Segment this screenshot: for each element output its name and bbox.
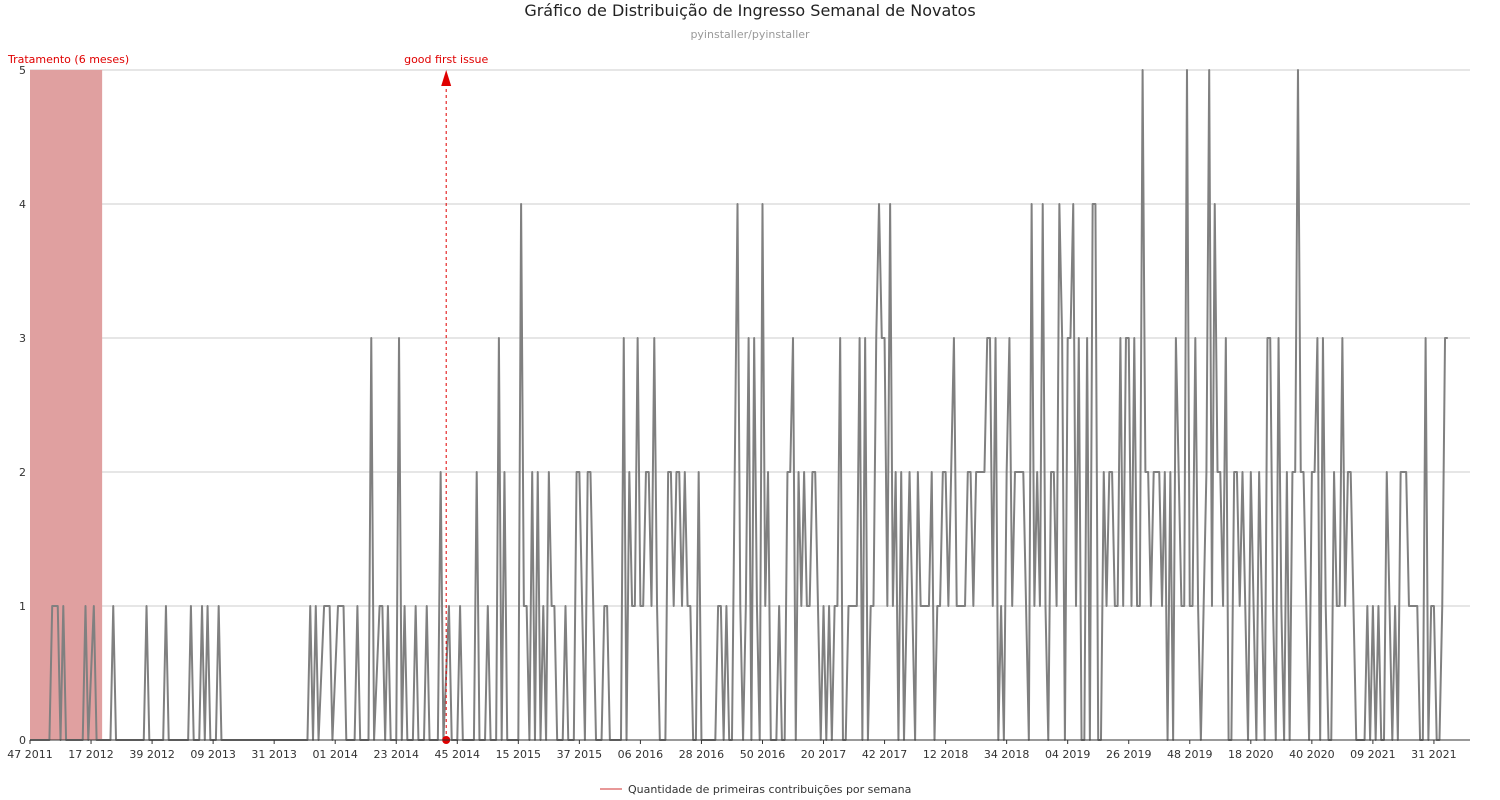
x-tick-label: 50 2016 xyxy=(740,748,786,761)
x-tick-label: 23 2014 xyxy=(373,748,419,761)
series-layer xyxy=(30,69,1448,741)
legend-label: Quantidade de primeiras contribuições po… xyxy=(628,783,911,796)
marker-arrowhead xyxy=(441,70,452,86)
x-tick-label: 18 2020 xyxy=(1228,748,1274,761)
x-tick-label: 20 2017 xyxy=(801,748,847,761)
y-tick-label: 1 xyxy=(19,600,26,613)
series-line xyxy=(30,69,1448,741)
x-tick-label: 40 2020 xyxy=(1289,748,1335,761)
x-tick-label: 15 2015 xyxy=(496,748,542,761)
x-tick-label: 42 2017 xyxy=(862,748,908,761)
chart-subtitle: pyinstaller/pyinstaller xyxy=(690,28,810,41)
x-tick-label: 26 2019 xyxy=(1106,748,1152,761)
legend[interactable]: Quantidade de primeiras contribuições po… xyxy=(600,783,911,796)
x-tick-label: 09 2013 xyxy=(190,748,236,761)
x-tick-label: 39 2012 xyxy=(129,748,175,761)
x-tick-label: 12 2018 xyxy=(923,748,969,761)
marker-label: good first issue xyxy=(404,53,488,66)
x-tick-label: 47 2011 xyxy=(7,748,53,761)
x-tick-label: 31 2013 xyxy=(251,748,297,761)
x-tick-label: 31 2021 xyxy=(1411,748,1457,761)
x-tick-label: 28 2016 xyxy=(679,748,725,761)
x-tick-label: 34 2018 xyxy=(984,748,1030,761)
y-tick-label: 4 xyxy=(19,198,26,211)
chart-title: Gráfico de Distribuição de Ingresso Sema… xyxy=(524,1,975,20)
x-tick-label: 01 2014 xyxy=(312,748,358,761)
treatment-span: Tratamento (6 meses) xyxy=(7,53,129,740)
y-tick-label: 0 xyxy=(19,734,26,747)
gridlines xyxy=(30,69,1470,607)
x-tick-label: 06 2016 xyxy=(618,748,664,761)
y-axis: 0 1 2 3 4 5 xyxy=(19,64,26,747)
y-tick-label: 2 xyxy=(19,466,26,479)
y-tick-label: 5 xyxy=(19,64,26,77)
x-tick-label: 17 2012 xyxy=(68,748,114,761)
y-tick-label: 3 xyxy=(19,332,26,345)
x-tick-label: 37 2015 xyxy=(557,748,603,761)
x-tick-label: 48 2019 xyxy=(1167,748,1213,761)
x-axis: 47 2011 17 2012 39 2012 09 2013 31 2013 01 20… xyxy=(7,739,1470,761)
x-tick-label: 04 2019 xyxy=(1045,748,1091,761)
x-tick-label: 45 2014 xyxy=(435,748,481,761)
treatment-span-label: Tratamento (6 meses) xyxy=(7,53,129,66)
treatment-span-rect xyxy=(30,70,103,740)
x-tick-label: 09 2021 xyxy=(1350,748,1396,761)
